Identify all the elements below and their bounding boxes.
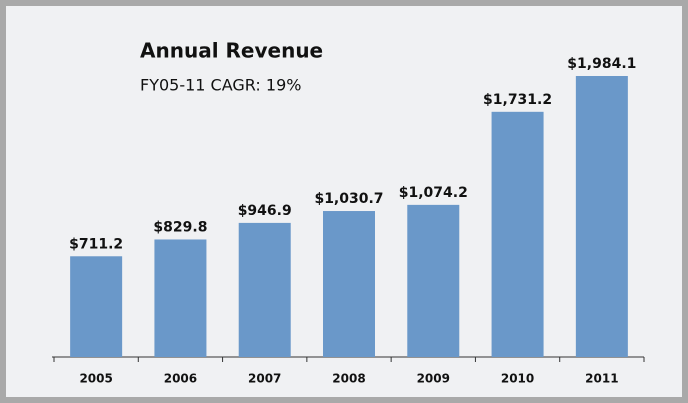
bar	[407, 204, 460, 357]
x-tick-label: 2006	[164, 372, 197, 386]
x-tick-label: 2011	[585, 372, 618, 386]
bar	[575, 76, 628, 357]
value-label: $1,984.1	[567, 56, 636, 72]
chart-subtitle: FY05-11 CAGR: 19%	[140, 76, 301, 95]
value-label: $711.2	[69, 236, 123, 252]
x-tick-label: 2008	[332, 372, 365, 386]
x-tick-label: 2007	[248, 372, 281, 386]
bar	[154, 239, 207, 357]
value-label: $1,074.2	[399, 185, 468, 201]
bar	[323, 211, 375, 357]
x-tick-label: 2010	[501, 372, 534, 386]
value-label: $1,030.7	[314, 191, 383, 207]
value-label: $1,731.2	[483, 92, 552, 108]
bar	[491, 111, 544, 357]
x-tick-label: 2005	[79, 372, 112, 386]
x-tick-label: 2009	[417, 372, 450, 386]
value-label: $829.8	[153, 219, 207, 235]
bar	[238, 222, 291, 357]
chart-title: Annual Revenue	[140, 39, 323, 63]
bar	[70, 256, 123, 357]
value-label: $946.9	[238, 203, 292, 219]
